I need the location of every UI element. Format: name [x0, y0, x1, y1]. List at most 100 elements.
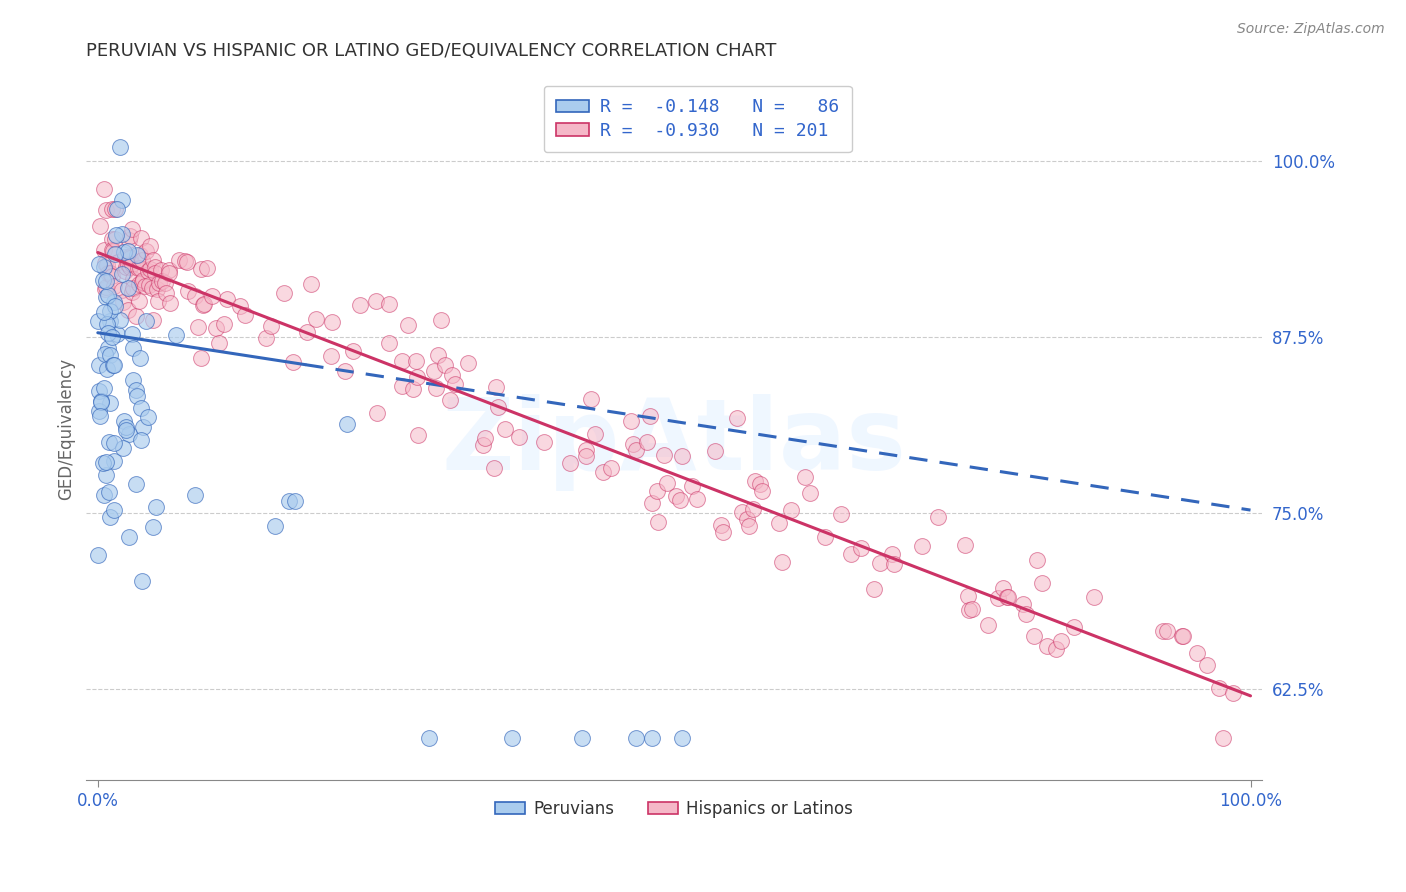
Point [87, 314, 110, 328]
Point [1212, 731, 1234, 745]
Point [122, 373, 145, 387]
Point [494, 422, 516, 436]
Point [146, 294, 169, 309]
Point [101, 330, 124, 344]
Point [592, 465, 614, 479]
Point [284, 493, 307, 508]
Point [117, 281, 139, 295]
Point [620, 414, 643, 428]
Point [273, 286, 295, 301]
Point [869, 556, 891, 570]
Point [111, 227, 134, 241]
Point [1171, 629, 1194, 643]
Point [742, 501, 765, 516]
Point [129, 230, 152, 244]
Point [136, 409, 159, 424]
Point [101, 243, 124, 257]
Point [127, 260, 149, 275]
Point [114, 264, 136, 278]
Point [101, 231, 124, 245]
Point [799, 486, 821, 500]
Point [136, 264, 159, 278]
Point [91, 456, 114, 470]
Point [600, 461, 623, 475]
Point [90, 393, 112, 408]
Point [508, 430, 530, 444]
Point [104, 246, 127, 260]
Point [121, 281, 143, 295]
Point [112, 414, 135, 428]
Point [1045, 642, 1067, 657]
Point [1031, 576, 1053, 591]
Point [94, 280, 117, 294]
Point [93, 381, 115, 395]
Point [1222, 686, 1244, 700]
Point [793, 470, 815, 484]
Point [814, 531, 837, 545]
Point [953, 538, 976, 552]
Point [105, 227, 128, 242]
Point [135, 244, 157, 259]
Point [193, 297, 215, 311]
Point [96, 362, 118, 376]
Point [96, 318, 118, 332]
Legend: Peruvians, Hispanics or Latinos: Peruvians, Hispanics or Latinos [488, 793, 859, 825]
Text: Source: ZipAtlas.com: Source: ZipAtlas.com [1237, 22, 1385, 37]
Point [418, 731, 440, 745]
Point [1170, 629, 1192, 643]
Point [101, 358, 124, 372]
Point [710, 517, 733, 532]
Point [1022, 628, 1045, 642]
Point [471, 438, 494, 452]
Text: ZipAtlas: ZipAtlas [441, 394, 907, 491]
Point [1208, 681, 1230, 695]
Point [111, 295, 134, 310]
Point [751, 483, 773, 498]
Point [131, 275, 153, 289]
Point [112, 441, 135, 455]
Point [145, 500, 167, 514]
Point [583, 426, 606, 441]
Point [1195, 657, 1218, 672]
Point [440, 368, 463, 382]
Point [422, 364, 444, 378]
Point [93, 243, 115, 257]
Point [98, 510, 121, 524]
Point [571, 731, 593, 745]
Point [101, 244, 124, 258]
Point [128, 247, 150, 261]
Point [927, 510, 949, 524]
Point [654, 448, 676, 462]
Point [93, 488, 115, 502]
Point [103, 279, 125, 293]
Point [114, 250, 136, 264]
Point [626, 731, 648, 745]
Point [131, 419, 153, 434]
Point [579, 392, 602, 406]
Point [125, 388, 148, 402]
Point [621, 437, 644, 451]
Point [97, 326, 120, 341]
Point [127, 248, 149, 262]
Point [991, 581, 1014, 595]
Point [439, 392, 461, 407]
Point [103, 358, 125, 372]
Point [641, 731, 664, 745]
Point [405, 354, 427, 368]
Point [402, 382, 425, 396]
Point [89, 384, 111, 399]
Point [686, 492, 709, 507]
Point [157, 262, 180, 277]
Point [260, 318, 283, 333]
Point [457, 356, 479, 370]
Point [486, 400, 509, 414]
Point [645, 483, 668, 498]
Point [142, 520, 165, 534]
Point [263, 519, 285, 533]
Point [1026, 553, 1049, 567]
Y-axis label: GED/Equivalency: GED/Equivalency [58, 358, 75, 500]
Point [575, 449, 598, 463]
Point [425, 381, 447, 395]
Point [103, 454, 125, 468]
Point [98, 303, 121, 318]
